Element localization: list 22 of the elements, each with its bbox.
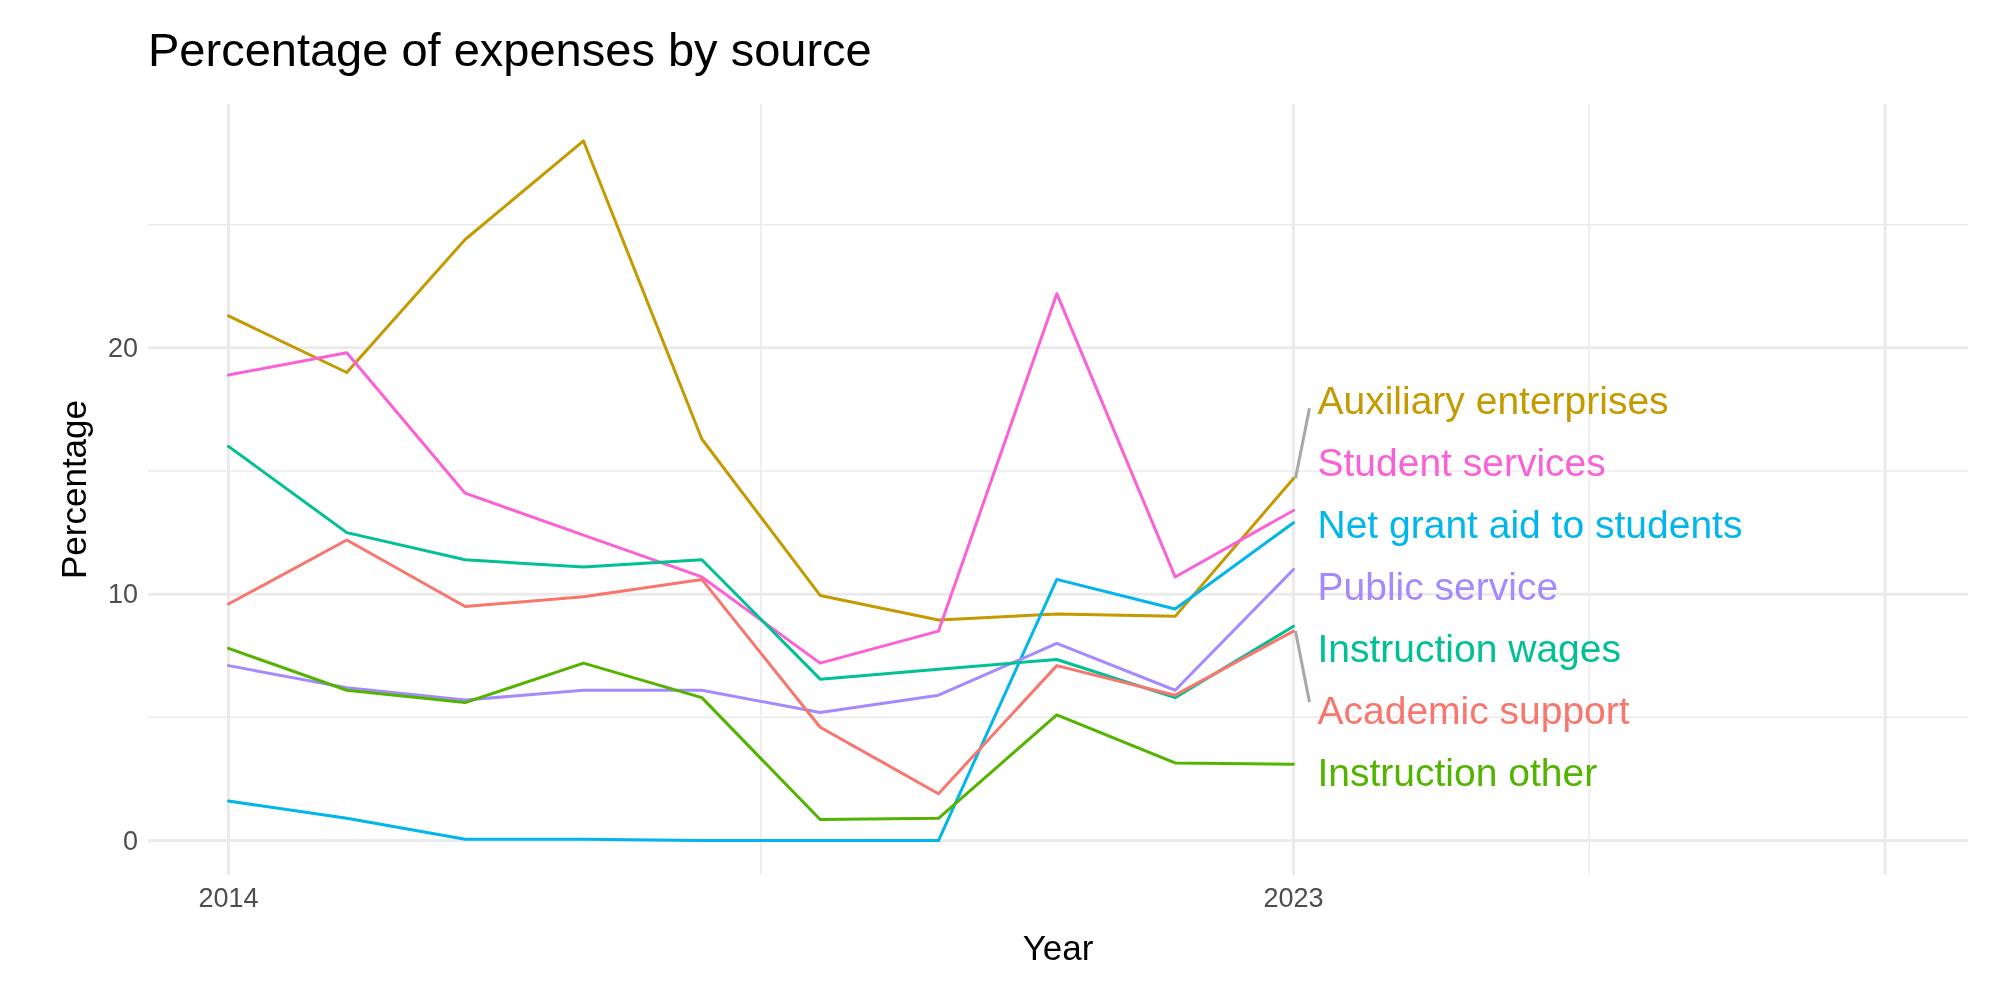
y-tick-label: 10 — [107, 579, 138, 610]
line-series — [226, 646, 1295, 822]
series-label: Net grant aid to students — [1317, 502, 1743, 546]
series-label: Student services — [1317, 440, 1606, 484]
x-tick-label: 2023 — [1263, 883, 1324, 913]
line-series — [226, 538, 1295, 796]
series-label: Instruction wages — [1317, 626, 1621, 670]
series-label: Public service — [1317, 564, 1559, 608]
series-label: Auxiliary enterprises — [1317, 378, 1669, 422]
y-tick-label: 0 — [122, 825, 138, 856]
chart-title: Percentage of expenses by source — [148, 23, 872, 76]
line-series — [226, 444, 1295, 700]
series-label: Academic support — [1317, 688, 1630, 732]
line-series — [226, 521, 1295, 843]
line-series — [226, 292, 1295, 665]
line-series — [226, 139, 1295, 622]
y-tick-label: 20 — [107, 332, 138, 363]
line-series — [226, 568, 1295, 714]
x-axis-title: Year — [1022, 928, 1094, 967]
x-tick-label: 2014 — [198, 883, 259, 913]
series-label: Instruction other — [1317, 750, 1598, 794]
y-axis-title: Percentage — [54, 399, 93, 580]
